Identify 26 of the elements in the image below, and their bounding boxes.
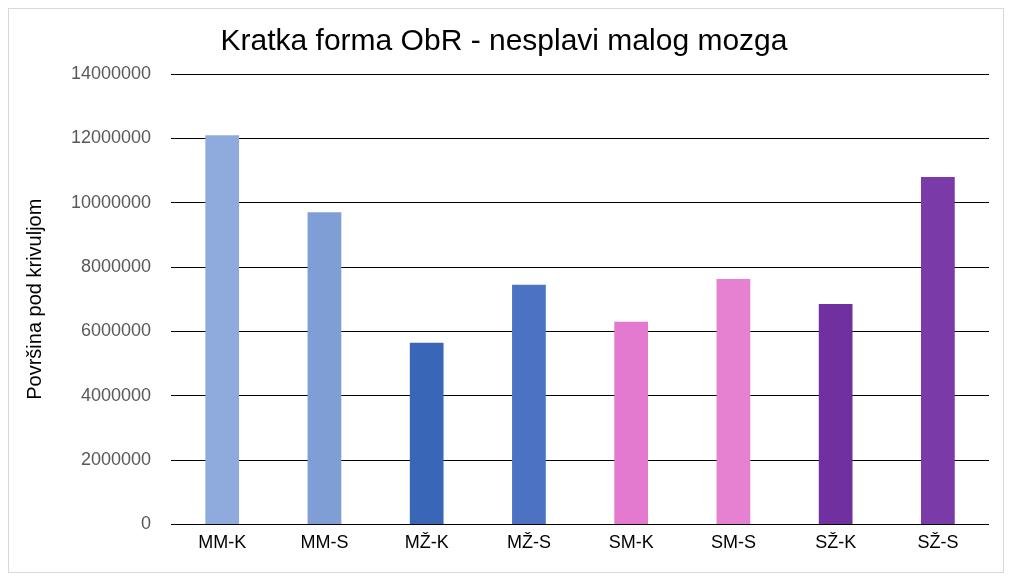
x-tick-label: MM-S bbox=[300, 532, 349, 553]
y-tick-label: 0 bbox=[141, 513, 152, 534]
x-tick-label: MŽ-K bbox=[404, 532, 449, 553]
bar bbox=[205, 135, 240, 524]
y-axis-title: Površina pod krivuljom bbox=[22, 198, 45, 400]
y-tick-label: 10000000 bbox=[70, 191, 152, 212]
bar bbox=[512, 284, 546, 524]
x-tick-label: MŽ-S bbox=[506, 532, 551, 553]
bar bbox=[716, 278, 751, 524]
bar bbox=[307, 212, 342, 524]
x-tick-label: SM-K bbox=[608, 532, 654, 553]
y-tick-label: 6000000 bbox=[81, 320, 152, 341]
y-tick-label: 14000000 bbox=[70, 62, 152, 83]
x-tick-label: MM-K bbox=[198, 532, 247, 553]
bar bbox=[818, 304, 853, 524]
chart-title: Kratka forma ObR - nesplavi malog mozga bbox=[220, 23, 788, 57]
bar bbox=[409, 342, 444, 524]
x-tick-label: SŽ-K bbox=[815, 532, 857, 553]
bar bbox=[921, 176, 955, 524]
x-tick-label: SŽ-S bbox=[917, 532, 959, 553]
y-tick-label: 4000000 bbox=[81, 384, 152, 405]
y-tick-label: 2000000 bbox=[81, 449, 152, 470]
y-tick-label: 8000000 bbox=[81, 256, 152, 276]
bar bbox=[614, 321, 649, 524]
x-tick-label: SM-S bbox=[710, 532, 756, 553]
y-tick-label: 12000000 bbox=[70, 127, 152, 148]
